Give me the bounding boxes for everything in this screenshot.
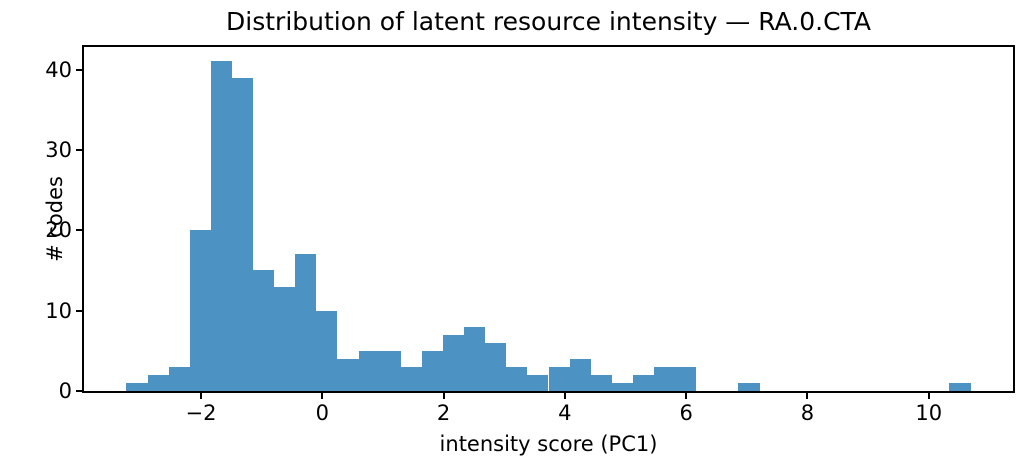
histogram-bar bbox=[548, 366, 570, 391]
x-tick-mark bbox=[806, 393, 809, 399]
x-tick-mark bbox=[200, 393, 203, 399]
histogram-bar bbox=[168, 366, 190, 391]
y-tick-mark bbox=[76, 309, 82, 312]
x-tick-label: 10 bbox=[915, 401, 943, 425]
histogram-bar bbox=[738, 382, 760, 391]
histogram-bar bbox=[506, 366, 528, 391]
x-tick-mark bbox=[685, 393, 688, 399]
histogram-bar bbox=[400, 366, 422, 391]
histogram-bar bbox=[464, 326, 486, 391]
y-tick-label: 10 bbox=[45, 298, 72, 323]
histogram-bar bbox=[295, 254, 317, 391]
histogram-bar bbox=[337, 358, 359, 391]
histogram-bar bbox=[379, 350, 401, 391]
x-tick-label: 6 bbox=[679, 401, 693, 425]
histogram-bar bbox=[654, 366, 676, 391]
histogram-bar bbox=[611, 382, 633, 391]
histogram-bar bbox=[189, 230, 211, 391]
histogram-bar bbox=[527, 374, 549, 391]
x-tick-mark bbox=[321, 393, 324, 399]
histogram-bar bbox=[358, 350, 380, 391]
histogram-bar bbox=[253, 270, 275, 391]
histogram-bar bbox=[231, 77, 254, 391]
y-tick-mark bbox=[76, 148, 82, 151]
x-axis-label: intensity score (PC1) bbox=[439, 432, 658, 456]
x-tick-mark bbox=[442, 393, 445, 399]
histogram-bar bbox=[949, 382, 971, 391]
y-tick-label: 20 bbox=[45, 218, 72, 243]
histogram-bar bbox=[147, 374, 169, 391]
x-tick-label: 8 bbox=[800, 401, 815, 425]
x-tick-label: 4 bbox=[558, 401, 572, 425]
x-tick-label: 2 bbox=[436, 401, 451, 425]
plot-area bbox=[82, 45, 1015, 393]
x-tick-mark bbox=[563, 393, 566, 399]
x-tick-label: −2 bbox=[185, 401, 217, 425]
histogram-bar bbox=[590, 374, 612, 391]
y-tick-label: 0 bbox=[58, 379, 72, 403]
x-tick-label: 0 bbox=[315, 401, 329, 425]
y-tick-mark bbox=[76, 390, 82, 392]
histogram-bar bbox=[421, 350, 443, 391]
histogram-bar bbox=[675, 366, 697, 391]
histogram-bar bbox=[442, 334, 465, 391]
histogram-bar bbox=[316, 310, 338, 391]
y-tick-label: 40 bbox=[45, 57, 72, 82]
y-tick-label: 30 bbox=[45, 137, 72, 162]
y-tick-mark bbox=[76, 229, 82, 232]
histogram-bar bbox=[274, 286, 296, 391]
histogram-bar bbox=[632, 374, 654, 391]
histogram-bar bbox=[210, 61, 232, 391]
histogram-bar bbox=[485, 342, 507, 391]
x-tick-mark bbox=[927, 393, 930, 399]
histogram-bar bbox=[126, 382, 148, 391]
histogram-bar bbox=[569, 358, 591, 391]
y-tick-mark bbox=[76, 68, 82, 71]
chart-title: Distribution of latent resource intensit… bbox=[226, 7, 871, 36]
